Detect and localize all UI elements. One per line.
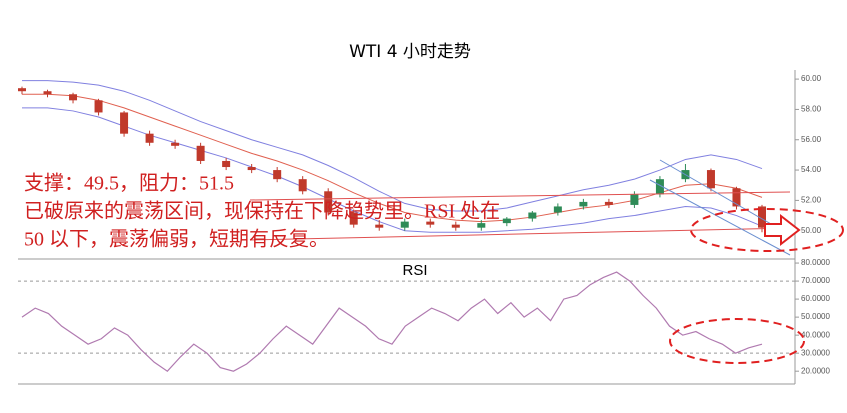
channel-line — [659, 159, 791, 236]
y-tick-label: 56.00 — [801, 135, 822, 144]
candle-body — [400, 221, 409, 228]
candle-body — [630, 194, 639, 205]
candle-body — [349, 212, 358, 225]
candle-body — [604, 201, 613, 205]
candle-body — [94, 100, 103, 113]
band-line — [22, 93, 763, 223]
rsi-line — [21, 271, 763, 372]
candle-body — [426, 221, 435, 225]
y-tick-label: 52.00 — [801, 195, 822, 204]
candle-body — [18, 88, 26, 92]
highlight-ellipse — [690, 208, 844, 252]
candle-body — [528, 212, 537, 219]
y-tick-label: 70.0000 — [801, 276, 830, 285]
chart-title: WTI 4 小时走势 — [349, 42, 471, 62]
candle-body — [477, 223, 486, 228]
candle-body — [222, 160, 231, 168]
candle-body — [502, 218, 511, 224]
y-tick-label: 60.00 — [801, 74, 822, 83]
candle-body — [273, 170, 282, 180]
rsi-panel: 20.0000 30.0000 40.0000 50.0000 60.0000 70.00… — [18, 258, 830, 375]
y-tick-label: 80.0000 — [801, 258, 830, 267]
candle-body — [247, 167, 256, 171]
y-tick-label: 20.0000 — [801, 366, 830, 375]
arrow — [764, 213, 801, 247]
candle-body — [375, 224, 384, 228]
y-tick-label: 50.0000 — [801, 312, 830, 321]
band-line — [22, 107, 763, 233]
rsi-title: RSI — [402, 262, 427, 279]
candle-body — [171, 142, 180, 146]
candle-body — [579, 201, 588, 207]
candle-body — [451, 224, 460, 228]
annotations: 支撑：49.5，阻力：51.5 已破原来的震荡区间，现保持在下降趋势里。RSI 处… — [24, 172, 500, 251]
candle-body — [758, 206, 766, 228]
annotation: 支撑：49.5，阻力：51.5 — [24, 172, 234, 195]
candle-body — [324, 191, 333, 213]
candle-body — [43, 91, 52, 95]
annotation: 已破原来的震荡区间，现保持在下降趋势里。RSI 处在 — [24, 200, 500, 223]
candle-body — [69, 94, 78, 101]
support-line — [249, 227, 791, 241]
candle-body — [655, 179, 664, 195]
resistance-line — [249, 191, 791, 201]
candle-body — [706, 170, 715, 189]
y-tick-label: 30.0000 — [801, 348, 830, 357]
y-tick-label: 58.00 — [801, 105, 822, 114]
y-tick-label: 50.00 — [801, 226, 822, 235]
price-panel: 50.00 52.00 54.00 56.00 58.00 60.00 — [18, 74, 822, 235]
candle-body — [196, 145, 205, 161]
band-line — [22, 80, 763, 212]
y-tick-label: 40.0000 — [801, 330, 830, 339]
candle-body — [145, 133, 154, 143]
channel-line — [649, 179, 791, 256]
y-tick-label: 60.0000 — [801, 294, 830, 303]
candle-body — [298, 179, 307, 192]
candle-body — [120, 112, 129, 134]
highlight-ellipse — [669, 318, 805, 364]
overlay — [249, 159, 844, 364]
candle-body — [553, 206, 562, 213]
annotation: 50 以下，震荡偏弱，短期有反复。 — [24, 228, 329, 251]
y-tick-label: 54.00 — [801, 165, 822, 174]
candle-body — [732, 188, 741, 207]
